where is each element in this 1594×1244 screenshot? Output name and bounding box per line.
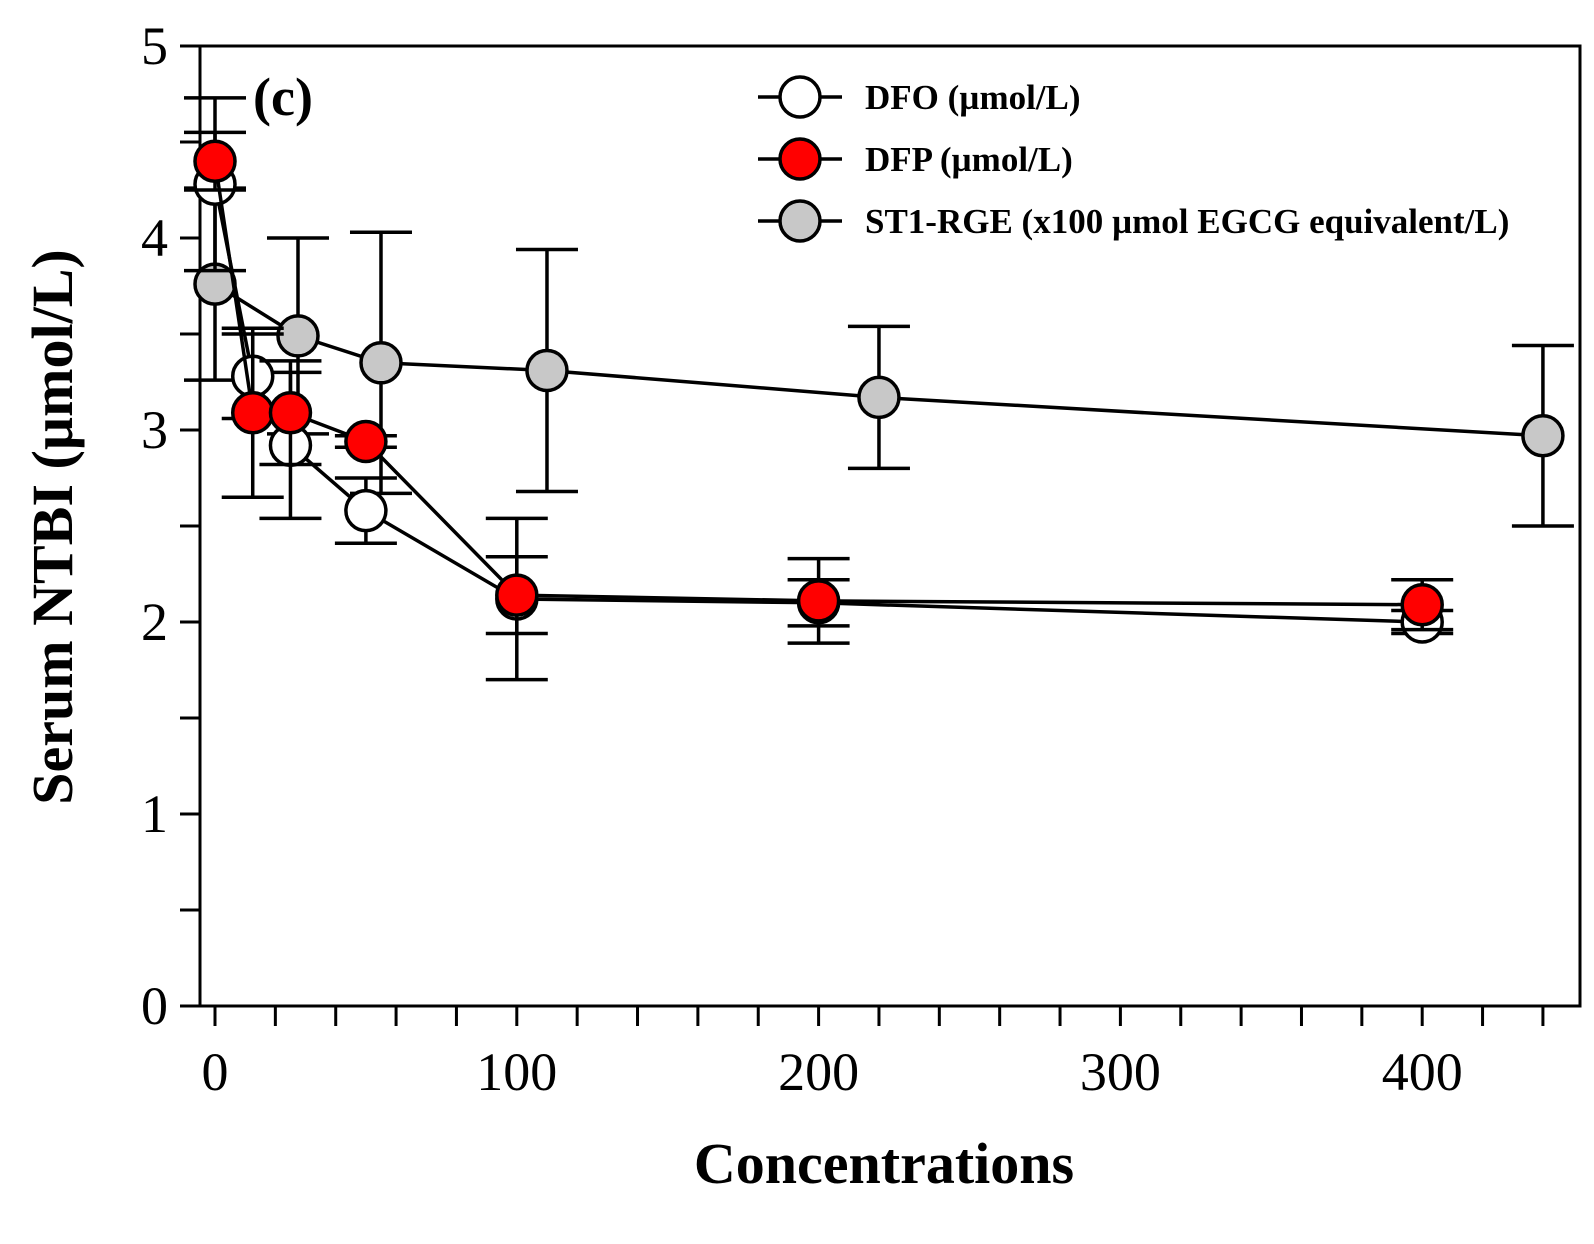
y-tick-label: 5 xyxy=(141,16,168,76)
x-tick-label: 300 xyxy=(1080,1042,1161,1102)
x-tick-label: 100 xyxy=(476,1042,557,1102)
data-point xyxy=(268,390,313,435)
data-point xyxy=(193,139,237,183)
legend-marker xyxy=(778,137,822,181)
data-point xyxy=(344,488,388,533)
data-point xyxy=(796,579,841,623)
series-layer xyxy=(184,96,1574,682)
x-tick-label: 400 xyxy=(1382,1042,1463,1102)
legend-label: ST1-RGE (x100 µmol EGCG equivalent/L) xyxy=(865,202,1509,241)
data-point xyxy=(1521,414,1565,458)
y-tick-label: 0 xyxy=(141,976,168,1036)
legend-label: DFP (µmol/L) xyxy=(865,140,1073,179)
legend-marker xyxy=(778,199,822,243)
plot-border xyxy=(198,44,1582,1008)
panel-label: (c) xyxy=(253,67,313,127)
data-point xyxy=(857,375,901,420)
y-tick-label: 1 xyxy=(141,784,168,844)
x-tick-label: 200 xyxy=(778,1042,859,1102)
x-tick-label: 0 xyxy=(202,1042,229,1102)
legend-marker xyxy=(778,75,822,119)
series-1 xyxy=(184,130,1454,645)
legend: DFO (µmol/L) DFP (µmol/L) ST1-RGE (x100 µm… xyxy=(758,75,1509,243)
x-axis: 0 100 200 300 400 xyxy=(202,1006,1545,1102)
data-point xyxy=(359,341,403,385)
series-line xyxy=(213,183,1423,624)
data-point xyxy=(344,419,388,464)
data-point xyxy=(525,348,569,393)
data-point xyxy=(1400,582,1444,627)
x-axis-title: Concentrations xyxy=(694,1131,1074,1196)
y-tick-label: 4 xyxy=(141,208,168,268)
y-tick-label: 3 xyxy=(141,400,168,460)
y-axis: 0 1 2 3 4 5 xyxy=(141,16,200,1036)
legend-label: DFO (µmol/L) xyxy=(865,78,1081,117)
y-axis-title: Serum NTBI (µmol/L) xyxy=(20,249,85,804)
data-point xyxy=(230,390,275,435)
data-point xyxy=(276,314,320,358)
plot-frame xyxy=(198,44,1582,1008)
y-tick-label: 2 xyxy=(141,592,168,652)
data-point xyxy=(495,573,539,617)
